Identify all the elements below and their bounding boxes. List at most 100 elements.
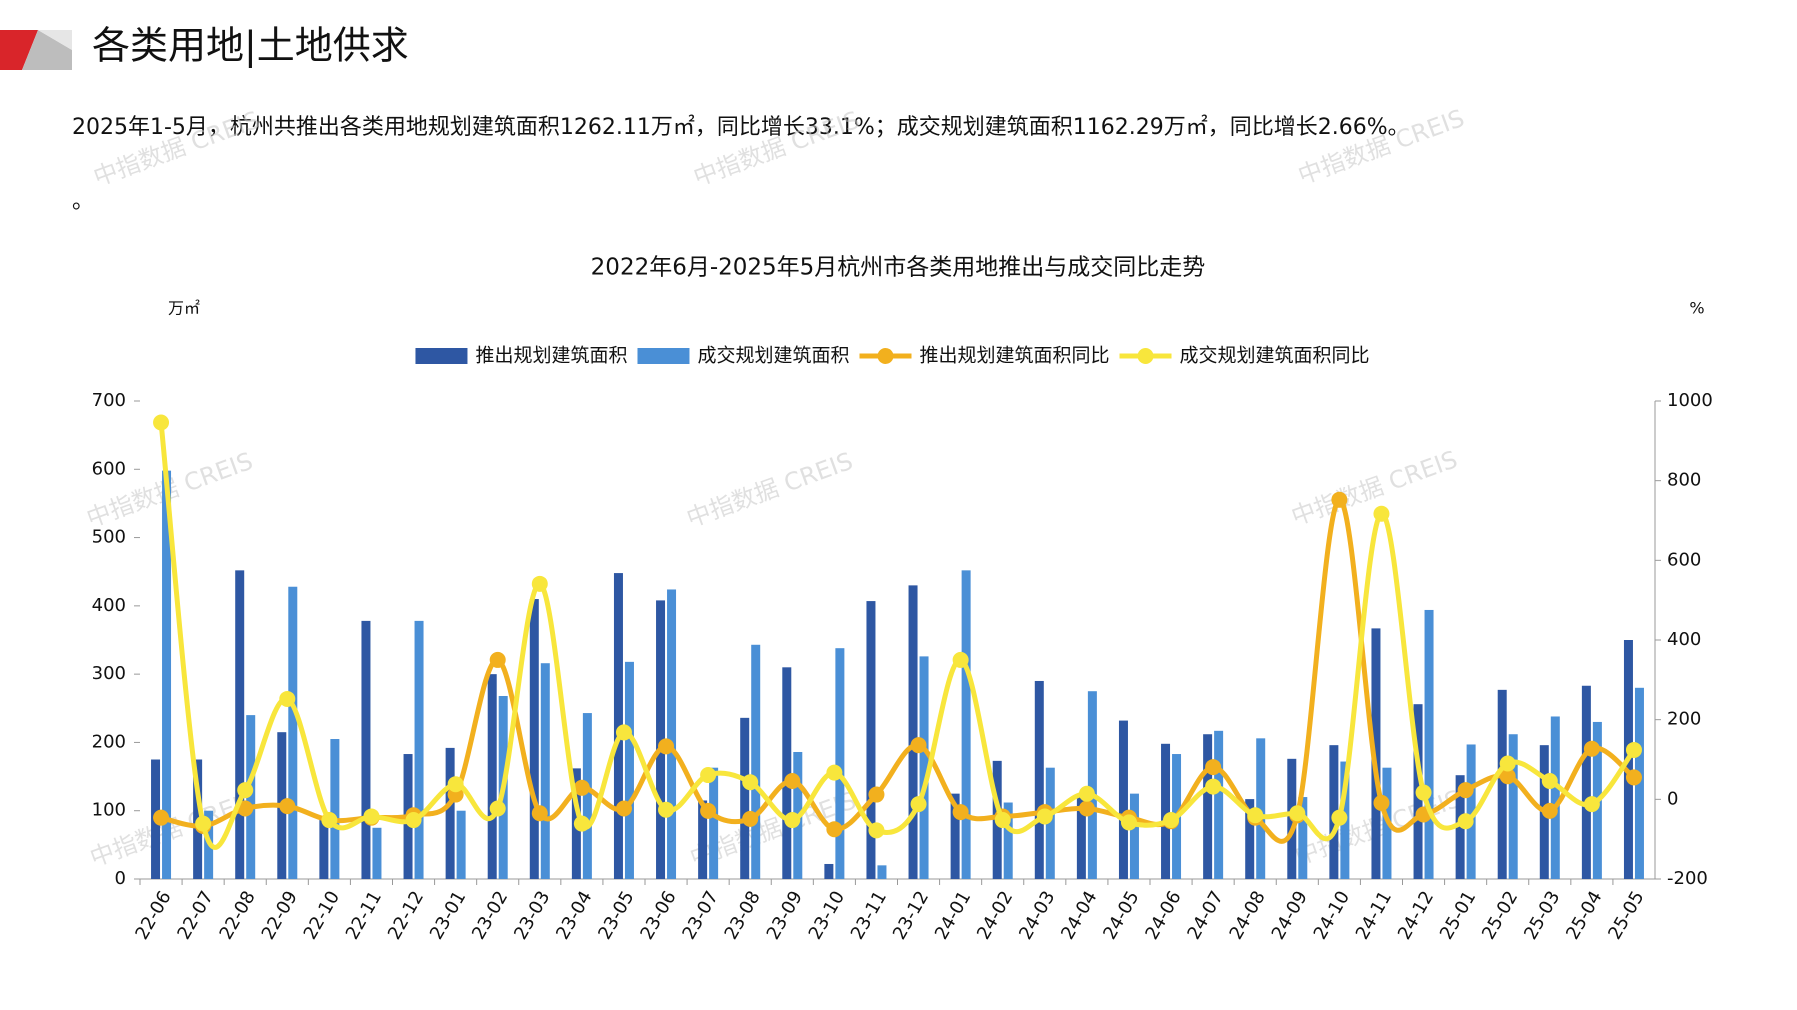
- line-point: [784, 773, 801, 790]
- line-point: [489, 651, 506, 668]
- line-point: [910, 737, 927, 754]
- line-point: [742, 774, 759, 791]
- y-tick-label: 200: [92, 731, 126, 752]
- x-tick-label: 23-03: [510, 888, 554, 944]
- line-point: [1331, 809, 1348, 826]
- bar: [1256, 738, 1266, 879]
- bar: [961, 570, 971, 879]
- bar: [782, 667, 792, 879]
- bar: [288, 586, 298, 879]
- x-tick-label: 24-09: [1268, 888, 1312, 944]
- y2-tick-label: 600: [1667, 549, 1701, 570]
- chart-title: 2022年6月-2025年5月杭州市各类用地推出与成交同比走势: [591, 255, 1206, 281]
- bar: [1214, 730, 1224, 879]
- x-tick-label: 23-06: [636, 888, 680, 944]
- line-point: [952, 804, 969, 821]
- line-point: [153, 809, 170, 826]
- line-point: [615, 800, 632, 817]
- x-tick-label: 24-05: [1099, 888, 1143, 944]
- bar: [1003, 802, 1013, 879]
- bar: [445, 747, 455, 879]
- bar: [319, 817, 329, 879]
- bar: [1466, 744, 1476, 879]
- bar: [1045, 767, 1055, 879]
- legend-swatch: [637, 348, 690, 364]
- x-tick-label: 22-07: [173, 888, 217, 944]
- bar: [162, 470, 172, 879]
- bar: [487, 674, 497, 879]
- x-tick-label: 24-10: [1310, 888, 1354, 944]
- x-tick-label: 25-04: [1562, 888, 1606, 944]
- bar: [1424, 609, 1434, 879]
- line-point: [237, 800, 254, 817]
- line-point: [994, 812, 1011, 829]
- x-tick-label: 23-10: [805, 888, 849, 944]
- bar: [1087, 691, 1097, 879]
- line-point: [363, 808, 380, 825]
- bar: [456, 810, 466, 879]
- x-tick-label: 25-03: [1520, 888, 1564, 944]
- line-point: [1205, 778, 1222, 795]
- summary-text: 2025年1-5月，杭州共推出各类用地规划建筑面积1262.11万㎡，同比增长3…: [72, 114, 1410, 140]
- line-point: [531, 805, 548, 822]
- legend-label: 推出规划建筑面积同比: [920, 345, 1110, 367]
- y2-tick-label: 400: [1667, 629, 1701, 650]
- legend-swatch: [1137, 348, 1154, 364]
- line-point: [658, 738, 675, 755]
- line-point: [1331, 491, 1348, 508]
- line-point: [1457, 813, 1474, 830]
- x-tick-label: 24-07: [1183, 888, 1227, 944]
- x-tick-label: 22-11: [342, 888, 386, 944]
- bar: [361, 620, 371, 879]
- y2-tick-label: 800: [1667, 470, 1701, 491]
- header-mark: [0, 30, 38, 70]
- x-tick-label: 24-11: [1352, 888, 1396, 944]
- bar: [582, 713, 592, 879]
- bar: [1129, 793, 1139, 879]
- line-point: [1583, 796, 1600, 813]
- x-tick-label: 23-07: [678, 888, 722, 944]
- line-point: [826, 764, 843, 781]
- bar: [656, 600, 666, 879]
- line-point: [1247, 807, 1264, 824]
- x-tick-label: 23-12: [889, 888, 933, 944]
- line-point: [1078, 800, 1095, 817]
- x-tick-label: 22-10: [300, 888, 344, 944]
- watermark: 中指数据 CREIS: [1288, 445, 1462, 531]
- line-point: [573, 779, 590, 796]
- line-point: [1625, 769, 1642, 786]
- line-point: [573, 815, 590, 832]
- line-point: [615, 724, 632, 741]
- line-point: [1205, 759, 1222, 776]
- x-tick-label: 22-12: [384, 888, 428, 944]
- header-mark: [38, 30, 72, 50]
- legend-swatch: [877, 348, 894, 364]
- line-point: [489, 800, 506, 817]
- x-tick-label: 25-05: [1604, 888, 1648, 944]
- bar: [1076, 797, 1086, 879]
- page-title: 各类用地|土地供求: [92, 24, 409, 69]
- x-tick-label: 22-09: [258, 888, 302, 944]
- bar: [667, 589, 677, 879]
- line-point: [868, 822, 885, 839]
- watermark: 中指数据 CREIS: [683, 447, 857, 533]
- bar: [414, 620, 424, 879]
- bar: [835, 648, 845, 879]
- y-tick-label: 100: [92, 800, 126, 821]
- y-tick-label: 600: [92, 458, 126, 479]
- bar: [919, 656, 929, 879]
- line-point: [195, 815, 212, 832]
- line-point: [279, 798, 296, 815]
- header-mark: [22, 30, 72, 70]
- bar: [246, 715, 256, 879]
- line-point: [1541, 773, 1558, 790]
- bar: [330, 739, 340, 879]
- bar: [1161, 743, 1171, 879]
- legend-label: 成交规划建筑面积: [697, 345, 849, 367]
- line-point: [153, 414, 170, 431]
- line-point: [784, 812, 801, 829]
- bar: [624, 661, 634, 879]
- y2-axis-label: %: [1689, 299, 1704, 318]
